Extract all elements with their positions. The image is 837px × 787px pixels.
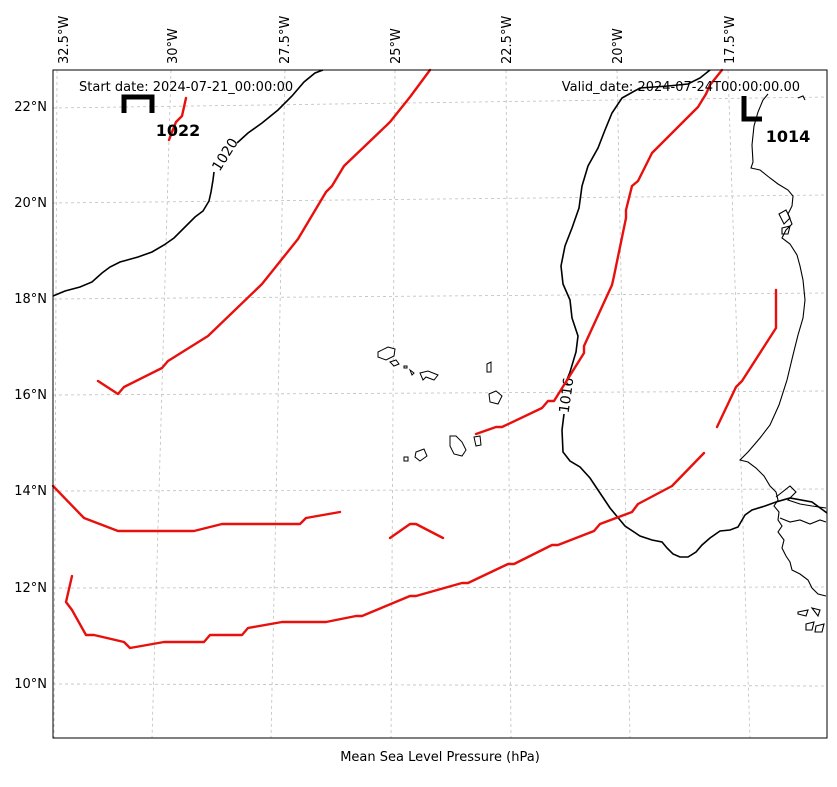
island-santiago (449, 435, 467, 457)
lat-label-12n: 12°N (14, 581, 47, 596)
front-segment-2 (96, 68, 432, 396)
front-segment-3 (51, 484, 342, 533)
coastline-africa (738, 93, 827, 633)
graticule (52, 69, 828, 739)
island-boa-vista (488, 390, 503, 405)
meridian-32-5w (53, 69, 58, 739)
isobar-1020 (52, 171, 215, 297)
lon-label-20w: 20°W (611, 28, 626, 64)
lat-label-14n: 14°N (14, 484, 47, 499)
cape-verde-islands (377, 346, 503, 462)
meridian-30w (151, 69, 172, 739)
parallel-14n (52, 488, 828, 492)
isobar-label-1016: 1016 (557, 377, 578, 415)
island-santo-antao (377, 346, 396, 361)
lon-label-22-5w: 22.5°W (500, 16, 515, 64)
meridian-17-5w (727, 69, 751, 739)
island-sal (486, 361, 492, 373)
lat-label-22n: 22°N (14, 100, 47, 115)
high-pressure-centre: 1022 (121, 94, 201, 140)
lat-label-16n: 16°N (14, 388, 47, 403)
island-sao-vicente (389, 359, 400, 367)
low-symbol (741, 96, 762, 122)
footer-label: Mean Sea Level Pressure (hPa) (340, 750, 540, 765)
island-maio (473, 435, 482, 447)
lat-label-18n: 18°N (14, 292, 47, 307)
lon-label-17-5w: 17.5°W (723, 16, 738, 64)
high-symbol (121, 94, 155, 113)
valid-date-label: Valid_date: 2024-07-24T00:00:00.00 (562, 80, 800, 95)
isobar-1016 (560, 69, 711, 383)
isobar-label-1020: 1020 (209, 136, 241, 175)
parallel-18n (52, 292, 828, 300)
front-segment-1 (167, 96, 188, 142)
meridian-25w (390, 69, 396, 739)
front-segment-4 (388, 522, 445, 540)
start-date-label: Start date: 2024-07-21_00:00:00 (79, 80, 293, 95)
lat-label-10n: 10°N (14, 677, 47, 692)
low-pressure-centre: 1014 (741, 96, 811, 146)
latitude-labels: 22°N 20°N 18°N 16°N 14°N 12°N 10°N (14, 100, 47, 692)
longitude-labels: 32.5°W 30°W 27.5°W 25°W 22.5°W 20°W 17.5… (57, 16, 738, 64)
island-sao-nicolau (408, 368, 439, 381)
front-segment-7 (715, 288, 778, 429)
fronts (51, 68, 778, 650)
lon-label-30w: 30°W (166, 28, 181, 64)
parallel-20n (52, 194, 828, 204)
lon-label-32-5w: 32.5°W (57, 16, 72, 64)
front-segment-6 (64, 451, 706, 650)
island-santa-luzia (403, 365, 408, 369)
parallel-12n (52, 586, 828, 589)
meridian-27-5w (270, 69, 286, 739)
lat-label-20n: 20°N (14, 196, 47, 211)
meridian-20w (616, 69, 631, 739)
parallel-16n (52, 390, 828, 396)
high-value: 1022 (156, 121, 201, 140)
lon-label-27-5w: 27.5°W (278, 16, 293, 64)
map-frame (52, 69, 828, 739)
low-value: 1014 (766, 127, 811, 146)
island-brava (403, 456, 409, 462)
front-segment-5 (474, 68, 724, 436)
parallel-22n (52, 96, 828, 109)
isobar-1016-south (561, 413, 828, 558)
isobar-1020-north (236, 69, 324, 144)
lon-label-25w: 25°W (389, 28, 404, 64)
parallel-10n (52, 683, 828, 687)
island-fogo (414, 448, 428, 462)
meridian-22-5w (505, 69, 512, 739)
